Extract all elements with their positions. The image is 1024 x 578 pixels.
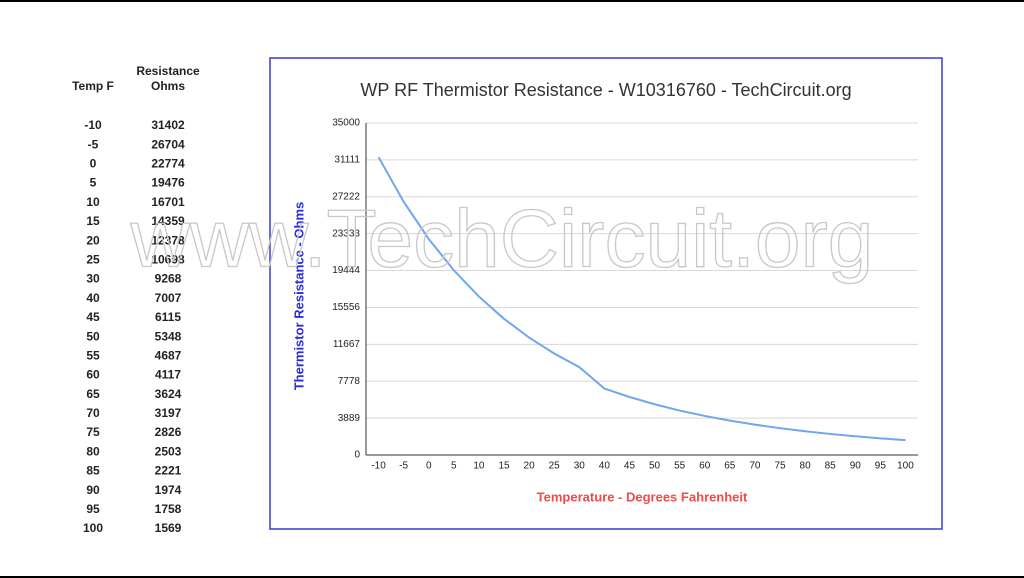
x-tick-label: 20	[524, 461, 536, 472]
table-cell: 20	[86, 233, 100, 247]
table-cell: 31402	[151, 118, 185, 132]
table-cell: 70	[86, 406, 100, 420]
column-header: Ohms	[151, 79, 185, 93]
y-tick-label: 23333	[332, 228, 360, 239]
x-tick-label: 100	[897, 461, 914, 472]
table-cell: 5348	[155, 329, 182, 343]
x-tick-label: 95	[875, 461, 887, 472]
table-cell: 6115	[155, 310, 181, 324]
y-tick-label: 15556	[332, 302, 360, 313]
x-tick-label: -10	[371, 461, 386, 472]
table-cell: 10	[86, 195, 100, 209]
table-cell: 50	[86, 329, 100, 343]
column-header: Temp F	[72, 79, 114, 93]
table-cell: 2503	[155, 444, 182, 458]
table-cell: 65	[86, 387, 100, 401]
table-cell: 1974	[155, 483, 182, 497]
table-cell: 22774	[151, 157, 185, 171]
y-tick-label: 3889	[338, 413, 361, 424]
y-tick-label: 31111	[334, 155, 360, 166]
table-cell: 1569	[155, 521, 182, 535]
table-cell: 14359	[151, 214, 185, 228]
x-tick-label: 25	[549, 461, 561, 472]
table-cell: 45	[86, 310, 100, 324]
table-cell: 100	[83, 521, 103, 535]
table-cell: 90	[86, 483, 100, 497]
table-cell: 95	[86, 502, 100, 516]
x-tick-label: 50	[649, 461, 661, 472]
x-tick-label: 60	[699, 461, 711, 472]
table-cell: -5	[88, 137, 99, 151]
y-tick-label: 0	[354, 450, 360, 461]
x-tick-label: 70	[749, 461, 761, 472]
table-cell: 4117	[155, 368, 181, 382]
table-cell: 25	[86, 253, 100, 267]
table-cell: 2221	[155, 464, 182, 478]
table-cell: 3624	[155, 387, 182, 401]
x-tick-label: 45	[624, 461, 636, 472]
x-axis-label: Temperature - Degrees Fahrenheit	[537, 489, 748, 504]
x-tick-label: -5	[399, 461, 408, 472]
table-cell: 30	[86, 272, 100, 286]
table-cell: 10698	[151, 253, 185, 267]
table-cell: 3197	[155, 406, 182, 420]
table-cell: -10	[84, 118, 102, 132]
chart: WP RF Thermistor Resistance - W10316760 …	[291, 80, 918, 504]
x-tick-label: 10	[473, 461, 485, 472]
chart-title: WP RF Thermistor Resistance - W10316760 …	[360, 80, 851, 100]
x-tick-label: 55	[674, 461, 686, 472]
table-cell: 55	[86, 348, 100, 362]
table-cell: 0	[90, 157, 97, 171]
table-cell: 19476	[151, 176, 185, 190]
table-cell: 85	[86, 464, 100, 478]
x-tick-label: 5	[451, 461, 457, 472]
y-tick-label: 11667	[333, 339, 361, 350]
x-tick-label: 85	[825, 461, 837, 472]
table-cell: 1758	[155, 502, 182, 516]
table-cell: 60	[86, 368, 100, 382]
x-tick-label: 40	[599, 461, 611, 472]
x-tick-label: 90	[850, 461, 862, 472]
watermark: www.TechCircuit.org	[130, 194, 874, 285]
x-tick-label: 15	[498, 461, 510, 472]
table-cell: 4687	[155, 348, 182, 362]
table-cell: 75	[86, 425, 100, 439]
chart-frame	[269, 57, 943, 530]
table-cell: 7007	[155, 291, 182, 305]
table-cell: 12378	[151, 233, 185, 247]
table-cell: 16701	[151, 195, 185, 209]
x-tick-label: 65	[724, 461, 736, 472]
x-tick-label: 80	[800, 461, 812, 472]
x-tick-label: 0	[426, 461, 432, 472]
x-tick-label: 30	[574, 461, 586, 472]
table-cell: 2826	[155, 425, 182, 439]
table-cell: 40	[86, 291, 100, 305]
y-axis-label: Thermistor Resistance - Ohms	[291, 202, 306, 391]
table-cell: 26704	[151, 137, 185, 151]
y-tick-label: 27222	[332, 191, 360, 202]
y-tick-label: 35000	[332, 118, 360, 129]
y-tick-label: 7778	[338, 376, 361, 387]
data-line	[377, 156, 906, 442]
table-cell: 5	[90, 176, 97, 190]
x-tick-label: 75	[774, 461, 786, 472]
table-cell: 80	[86, 444, 100, 458]
table-cell: 9268	[155, 272, 182, 286]
column-header: Resistance	[136, 64, 200, 78]
y-tick-label: 19444	[332, 265, 360, 276]
table-cell: 15	[86, 214, 100, 228]
